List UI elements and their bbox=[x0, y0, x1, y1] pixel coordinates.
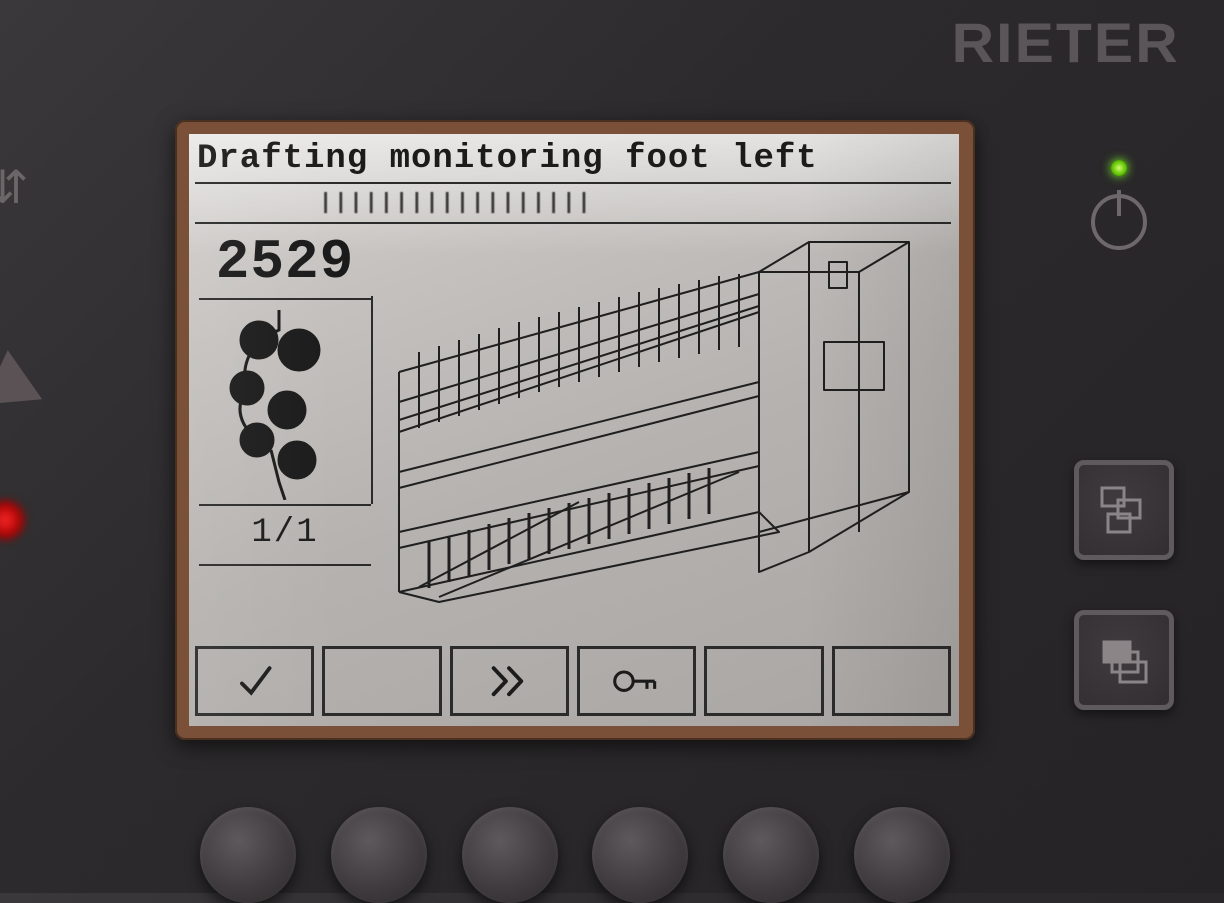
softkey-empty bbox=[322, 646, 441, 716]
knob-row bbox=[200, 807, 950, 903]
knob-button[interactable] bbox=[723, 807, 819, 903]
warning-triangle-icon bbox=[0, 347, 42, 404]
panel-button-windows[interactable] bbox=[1074, 460, 1174, 560]
softkey-confirm[interactable] bbox=[195, 646, 314, 716]
page-title: Drafting monitoring foot left bbox=[197, 140, 818, 178]
roller-diagram-icon bbox=[199, 310, 371, 500]
lcd-bezel: Drafting monitoring foot left ||||||||||… bbox=[175, 120, 975, 740]
panel-button-screens[interactable] bbox=[1074, 610, 1174, 710]
softkey-row bbox=[195, 646, 951, 716]
lcd-screen: Drafting monitoring foot left ||||||||||… bbox=[189, 134, 959, 726]
knob-button[interactable] bbox=[331, 807, 427, 903]
machine-diagram bbox=[379, 232, 939, 612]
counter-value: 2529 bbox=[199, 226, 371, 294]
knob-button[interactable] bbox=[854, 807, 950, 903]
side-panel: 2529 bbox=[199, 226, 371, 566]
power-led-icon bbox=[1111, 160, 1127, 176]
red-led-icon bbox=[0, 500, 25, 540]
divider bbox=[199, 298, 371, 300]
softkey-key[interactable] bbox=[577, 646, 696, 716]
power-area bbox=[1074, 160, 1164, 270]
divider bbox=[195, 182, 951, 184]
divider bbox=[371, 296, 373, 504]
brand-logo: RIETER bbox=[951, 10, 1179, 75]
power-button[interactable] bbox=[1091, 194, 1147, 250]
softkey-empty bbox=[704, 646, 823, 716]
status-strip: |||||||||||||||||| bbox=[319, 190, 593, 215]
divider bbox=[199, 504, 371, 506]
knob-button[interactable] bbox=[462, 807, 558, 903]
pager-value: 1/1 bbox=[199, 514, 371, 552]
divider bbox=[199, 564, 371, 566]
knob-button[interactable] bbox=[200, 807, 296, 903]
updown-icon: ⇵ bbox=[0, 160, 29, 217]
knob-button[interactable] bbox=[592, 807, 688, 903]
softkey-empty bbox=[832, 646, 951, 716]
divider bbox=[195, 222, 951, 224]
softkey-forward[interactable] bbox=[450, 646, 569, 716]
